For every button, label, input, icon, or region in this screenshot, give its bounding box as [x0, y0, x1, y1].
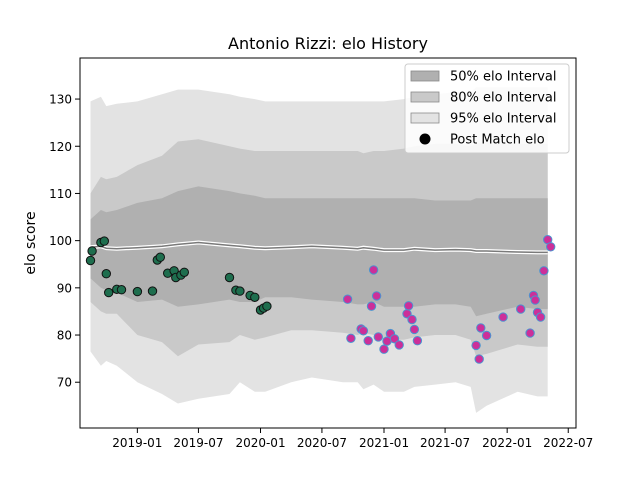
x-tick-label: 2019-01	[112, 436, 162, 450]
legend-box	[404, 63, 570, 154]
x-tick-label: 2022-07	[543, 436, 593, 450]
x-tick-label: 2019-07	[173, 436, 223, 450]
y-tick-label: 70	[57, 376, 72, 390]
data-point	[101, 269, 112, 279]
data-point	[179, 267, 190, 277]
y-tick-label: 130	[49, 93, 72, 107]
data-point	[530, 295, 540, 305]
data-point	[535, 312, 546, 322]
data-point	[104, 287, 114, 298]
legend-swatch	[410, 91, 440, 103]
data-point	[409, 324, 420, 335]
legend-label: 95% elo Interval	[450, 112, 557, 127]
data-point	[358, 326, 369, 336]
data-point	[539, 266, 549, 276]
x-axis: 2019-01 2019-07 2020-01 2020-07 2021-01 2021-…	[112, 428, 593, 450]
data-point	[116, 285, 127, 295]
data-point	[379, 344, 389, 354]
data-point	[346, 333, 356, 343]
median-line-path	[90, 241, 548, 254]
data-point	[546, 242, 556, 252]
plot-frame	[79, 57, 577, 429]
band-50	[90, 186, 548, 317]
legend: 50% elo Interval 80% elo Interval 95% elo …	[404, 63, 570, 154]
data-point	[403, 301, 414, 311]
x-tick-label: 2020-07	[297, 436, 347, 450]
data-point	[155, 252, 166, 262]
data-point	[99, 236, 110, 246]
y-tick-label: 110	[49, 187, 72, 201]
data-point	[132, 286, 143, 297]
data-point	[407, 314, 417, 325]
x-tick-label: 2021-01	[359, 436, 409, 450]
data-point	[373, 332, 383, 342]
x-tick-label: 2022-01	[482, 436, 532, 450]
y-axis-label: elo score	[23, 211, 39, 274]
data-point	[525, 328, 535, 338]
data-point	[147, 286, 158, 296]
y-tick-label: 80	[57, 329, 72, 343]
data-point	[474, 354, 484, 364]
y-tick-label: 90	[57, 281, 72, 295]
x-tick-label: 2021-07	[420, 436, 470, 450]
data-point	[476, 323, 486, 333]
data-point	[368, 265, 379, 275]
data-point	[250, 292, 260, 302]
median-line	[90, 240, 548, 255]
data-point	[498, 312, 508, 322]
post-match-points	[85, 235, 556, 364]
legend-swatch	[410, 112, 440, 124]
legend-marker	[419, 133, 431, 145]
data-point	[394, 340, 404, 350]
legend-swatch	[410, 70, 440, 82]
data-point	[342, 294, 353, 304]
data-point	[516, 304, 526, 314]
data-point	[85, 255, 96, 266]
y-tick-label: 100	[49, 234, 72, 248]
y-tick-label: 120	[49, 140, 72, 154]
y-axis: 70 80 90 100 110 120 130	[49, 93, 80, 390]
chart-title: Antonio Rizzi: elo History	[228, 34, 428, 53]
data-point	[481, 330, 492, 341]
legend-label: 80% elo Interval	[450, 91, 557, 106]
data-point	[363, 336, 373, 346]
data-point	[235, 286, 245, 296]
data-point	[262, 301, 272, 311]
data-point	[412, 336, 423, 346]
data-point	[371, 291, 382, 301]
data-point	[389, 334, 400, 344]
data-point	[224, 272, 235, 283]
legend-label: Post Match elo	[450, 133, 545, 148]
interval-bands	[90, 87, 548, 413]
x-tick-label: 2020-01	[235, 436, 285, 450]
data-point	[471, 340, 481, 351]
legend-label: 50% elo Interval	[450, 70, 557, 85]
data-point	[366, 301, 377, 311]
data-point	[87, 246, 97, 256]
